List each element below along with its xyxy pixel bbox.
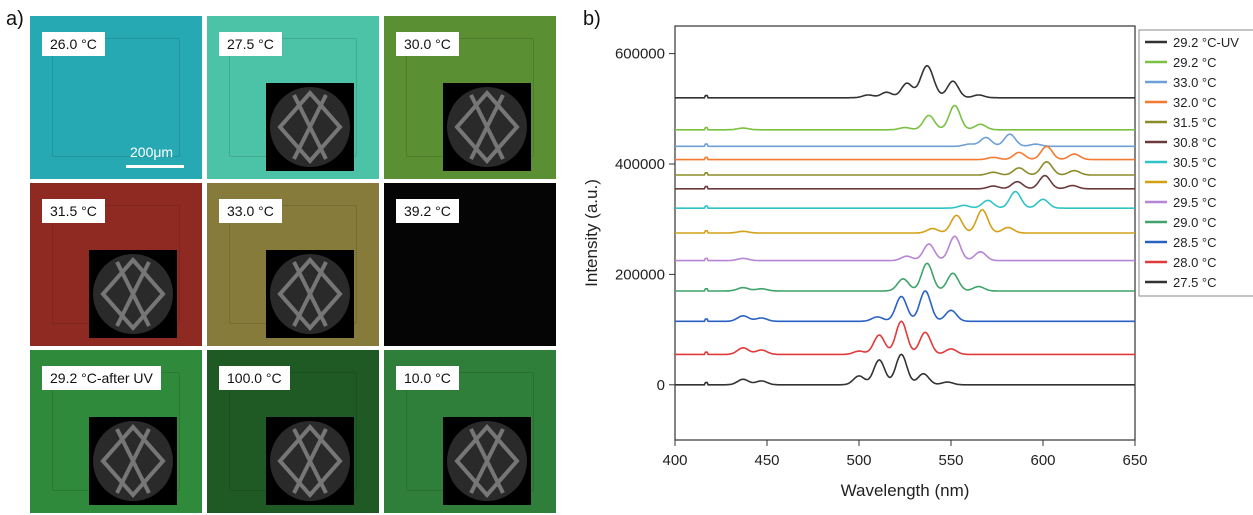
series-line — [675, 145, 1135, 161]
series-line — [675, 133, 1135, 148]
x-tick-label: 400 — [662, 452, 687, 469]
legend-label: 30.0 °C — [1173, 175, 1217, 190]
x-tick-label: 550 — [938, 452, 963, 469]
micrograph-cell: 10.0 °C — [384, 350, 556, 513]
micrograph-cell: 33.0 °C — [207, 183, 379, 346]
conoscopic-inset — [266, 250, 354, 338]
temperature-label: 27.5 °C — [219, 32, 282, 56]
micrograph-cell: 26.0 °C 200μm — [30, 16, 202, 179]
temperature-label: 31.5 °C — [42, 199, 105, 223]
legend-label: 28.5 °C — [1173, 235, 1217, 250]
legend-label: 29.2 °C — [1173, 55, 1217, 70]
micrograph-cell: 27.5 °C — [207, 16, 379, 179]
conoscopic-inset — [266, 83, 354, 171]
series-line — [675, 290, 1135, 323]
panel-a-label: a) — [6, 8, 24, 30]
legend-label: 28.0 °C — [1173, 255, 1217, 270]
legend-label: 29.0 °C — [1173, 215, 1217, 230]
legend-label: 29.5 °C — [1173, 195, 1217, 210]
temperature-label: 39.2 °C — [396, 199, 459, 223]
legend-label: 32.0 °C — [1173, 95, 1217, 110]
legend-label: 27.5 °C — [1173, 275, 1217, 290]
legend-label: 30.8 °C — [1173, 135, 1217, 150]
micrograph-cell: 100.0 °C — [207, 350, 379, 513]
scale-bar — [126, 165, 184, 168]
legend-label: 33.0 °C — [1173, 75, 1217, 90]
x-axis-label: Wavelength (nm) — [841, 481, 970, 500]
series-line — [675, 320, 1135, 356]
series-line — [675, 190, 1135, 209]
micrograph-grid: 26.0 °C 200μm 27.5 °C 30.0 °C 31.5 °C 33.0 °C… — [30, 16, 557, 513]
micrograph-cell: 30.0 °C — [384, 16, 556, 179]
y-tick-label: 200000 — [615, 266, 665, 283]
x-tick-label: 650 — [1122, 452, 1147, 469]
conoscopic-inset — [266, 417, 354, 505]
temperature-label: 26.0 °C — [42, 32, 105, 56]
series-line — [675, 262, 1135, 292]
series-line — [675, 353, 1135, 386]
series-line — [675, 235, 1135, 262]
legend-label: 30.5 °C — [1173, 155, 1217, 170]
panel-b-label: b) — [583, 8, 601, 30]
conoscopic-inset — [443, 83, 531, 171]
legend-label: 29.2 °C-UV — [1173, 35, 1239, 50]
y-tick-label: 400000 — [615, 156, 665, 173]
micrograph-cell: 31.5 °C — [30, 183, 202, 346]
conoscopic-inset — [89, 250, 177, 338]
temperature-label: 33.0 °C — [219, 199, 282, 223]
series-line — [675, 174, 1135, 190]
spectra-chart: 400 450 500 550 600 650 0 200000 400000 600000 Wav… — [582, 25, 1253, 500]
x-tick-label: 600 — [1030, 452, 1055, 469]
legend-label: 31.5 °C — [1173, 115, 1217, 130]
x-tick-label: 450 — [754, 452, 779, 469]
temperature-label: 10.0 °C — [396, 366, 459, 390]
domain-outline — [52, 38, 180, 157]
y-tick-label: 0 — [657, 377, 665, 394]
micrograph-cell: 29.2 °C-after UV — [30, 350, 202, 513]
conoscopic-inset — [89, 417, 177, 505]
temperature-label: 29.2 °C-after UV — [42, 366, 161, 390]
series-line — [675, 208, 1135, 234]
temperature-label: 30.0 °C — [396, 32, 459, 56]
series-line — [675, 160, 1135, 176]
x-tick-label: 500 — [846, 452, 871, 469]
temperature-label: 100.0 °C — [219, 366, 290, 390]
conoscopic-inset — [443, 417, 531, 505]
micrograph-cell: 39.2 °C — [384, 183, 556, 346]
scale-bar-label: 200μm — [130, 144, 174, 160]
series-line — [675, 64, 1135, 99]
series-line — [675, 104, 1135, 131]
y-tick-label: 600000 — [615, 46, 665, 63]
y-axis-label: Intensity (a.u.) — [582, 179, 601, 287]
